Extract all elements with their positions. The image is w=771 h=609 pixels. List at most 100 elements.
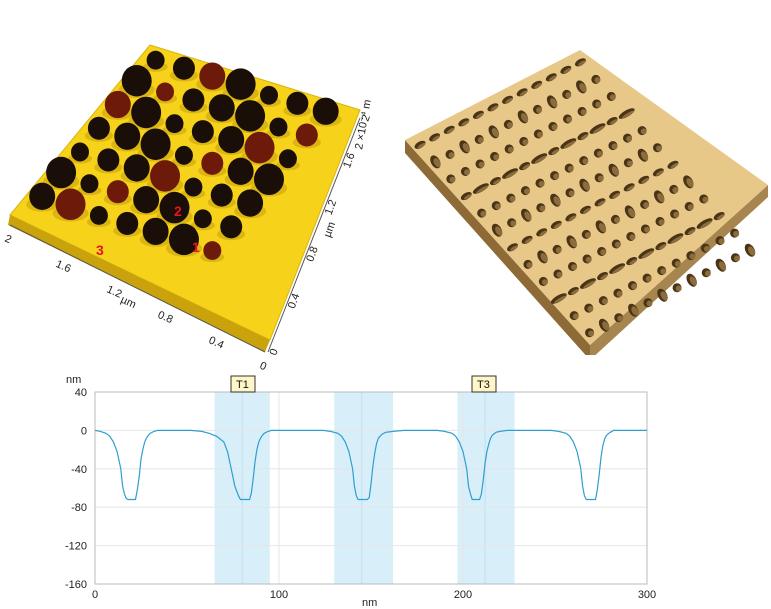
tag-t1-label: T1 bbox=[236, 379, 249, 391]
maze-pit-wall bbox=[540, 253, 548, 263]
afm-pit bbox=[295, 123, 318, 147]
afm-pit bbox=[140, 128, 171, 160]
tag-t3-label: T3 bbox=[477, 379, 490, 391]
afm-pit bbox=[97, 148, 120, 172]
maze-pit-wall bbox=[657, 193, 665, 203]
maze-pit-wall bbox=[672, 187, 679, 194]
afm-pit bbox=[29, 182, 56, 210]
maze-pit-wall bbox=[598, 223, 607, 233]
maze-pit-wall bbox=[534, 155, 547, 164]
afm-pit bbox=[235, 100, 266, 132]
afm-pit bbox=[193, 209, 212, 229]
maze-pit-wall bbox=[716, 214, 725, 220]
maze-pit-wall bbox=[660, 291, 668, 301]
profile-chart-svg: 40 0 -40 -80 -120 -160 0 100 200 300 nm nm T1 T3 bbox=[65, 374, 656, 609]
maze-pit-wall bbox=[733, 230, 740, 237]
maze-pit-wall bbox=[609, 119, 618, 125]
afm-pit bbox=[123, 154, 150, 182]
maze-pit-wall bbox=[597, 200, 606, 206]
afm-y-tick-label: 1.6 bbox=[341, 151, 358, 169]
afm-pit bbox=[278, 149, 297, 169]
maze-pit-wall bbox=[704, 270, 711, 277]
afm-pit bbox=[104, 90, 131, 119]
x-tick-label: 200 bbox=[454, 589, 472, 601]
maze-pit-wall bbox=[480, 210, 487, 217]
maze-pit-wall bbox=[556, 271, 563, 278]
maze-pit-wall bbox=[629, 259, 638, 265]
maze-pit-wall bbox=[588, 330, 595, 337]
afm-pit bbox=[156, 82, 175, 102]
maze-pit-wall bbox=[522, 139, 529, 146]
maze-pit-wall bbox=[622, 110, 635, 119]
maze-pit-wall bbox=[541, 279, 548, 286]
afm-marker-3: 3 bbox=[96, 242, 104, 258]
maze-pit-wall bbox=[640, 128, 647, 135]
maze-pit-wall bbox=[491, 128, 499, 138]
afm-pit bbox=[146, 50, 165, 70]
afm-pit bbox=[201, 151, 224, 175]
maze-pit-wall bbox=[553, 173, 560, 180]
afm-pit bbox=[172, 56, 195, 80]
maze-pit-wall bbox=[462, 143, 470, 153]
maze-pit-wall bbox=[602, 321, 610, 331]
maze-pit-wall bbox=[748, 246, 756, 256]
maze-pit-wall bbox=[626, 160, 633, 167]
maze-pit-wall bbox=[583, 280, 596, 289]
x-tick-label: 100 bbox=[270, 589, 288, 601]
maze-pit-wall bbox=[536, 107, 543, 114]
maze-pit-wall bbox=[449, 176, 456, 183]
afm-x-tick-label: 0.4 bbox=[207, 334, 226, 351]
maze-pit-wall bbox=[520, 113, 529, 123]
maze-pit-wall bbox=[553, 222, 562, 229]
afm-pit bbox=[286, 91, 309, 115]
maze-pit-wall bbox=[617, 315, 624, 322]
afm-3d-surface: 2 1.6 1.2 0.8 0.4 0 0 0.4 0.8 1.2 1.6 2 µm µm 2 ×1… bbox=[3, 44, 374, 370]
maze-pit-wall bbox=[641, 177, 650, 184]
maze-pit-wall bbox=[583, 207, 592, 214]
profile-chart: 40 0 -40 -80 -120 -160 0 100 200 300 nm nm T1 T3 bbox=[0, 370, 771, 609]
profile-series-line bbox=[94, 429, 647, 501]
afm-pit bbox=[237, 189, 264, 217]
maze-pit-wall bbox=[578, 60, 587, 66]
afm-y-tick-label: 2 bbox=[360, 113, 373, 123]
maze-pit-wall bbox=[507, 146, 514, 153]
maze-pit-wall bbox=[734, 255, 741, 262]
maze-pit-wall bbox=[611, 143, 618, 150]
afm-x-tick-label: 1.2 bbox=[105, 284, 124, 301]
afm-y-axis-line bbox=[267, 117, 361, 353]
maze-pit-wall bbox=[689, 253, 696, 260]
afm-pit bbox=[87, 116, 110, 140]
maze-pit-wall bbox=[609, 94, 616, 101]
maze-pit-wall bbox=[674, 260, 681, 267]
maze-pit-wall bbox=[555, 247, 562, 254]
maze-pit-wall bbox=[565, 92, 572, 99]
maze-pit-wall bbox=[580, 134, 589, 140]
afm-marker-1: 1 bbox=[192, 239, 200, 255]
afm-y-tick-label: 0.8 bbox=[304, 245, 321, 263]
maze-pit-wall bbox=[597, 175, 604, 182]
maze-pit-wall bbox=[631, 306, 639, 316]
afm-pit bbox=[191, 120, 214, 144]
maze-pit-wall bbox=[646, 300, 653, 307]
maze-pit-wall bbox=[629, 234, 636, 241]
maze-pit-wall bbox=[448, 152, 455, 159]
afm-pit bbox=[55, 188, 86, 221]
maze-pit-wall bbox=[524, 188, 531, 195]
maze-pit-wall bbox=[600, 274, 609, 280]
maze-top-surface bbox=[405, 50, 768, 345]
maze-pit-wall bbox=[534, 82, 543, 89]
maze-pit-wall bbox=[600, 249, 607, 256]
maze-pit-wall bbox=[601, 298, 608, 305]
maze-pattern-image bbox=[400, 45, 771, 355]
afm-pit bbox=[131, 96, 162, 129]
maze-pit-wall bbox=[539, 205, 546, 212]
afm-pit bbox=[184, 177, 203, 197]
afm-pit bbox=[182, 88, 205, 112]
afm-pit bbox=[106, 180, 129, 204]
maze-pit-wall bbox=[553, 196, 561, 206]
maze-pit-wall bbox=[475, 112, 484, 119]
tag-t1: T1 bbox=[230, 375, 256, 393]
maze-pit-wall bbox=[464, 169, 471, 176]
maze-pit-wall bbox=[490, 105, 499, 111]
maze-pit-wall bbox=[660, 268, 667, 275]
